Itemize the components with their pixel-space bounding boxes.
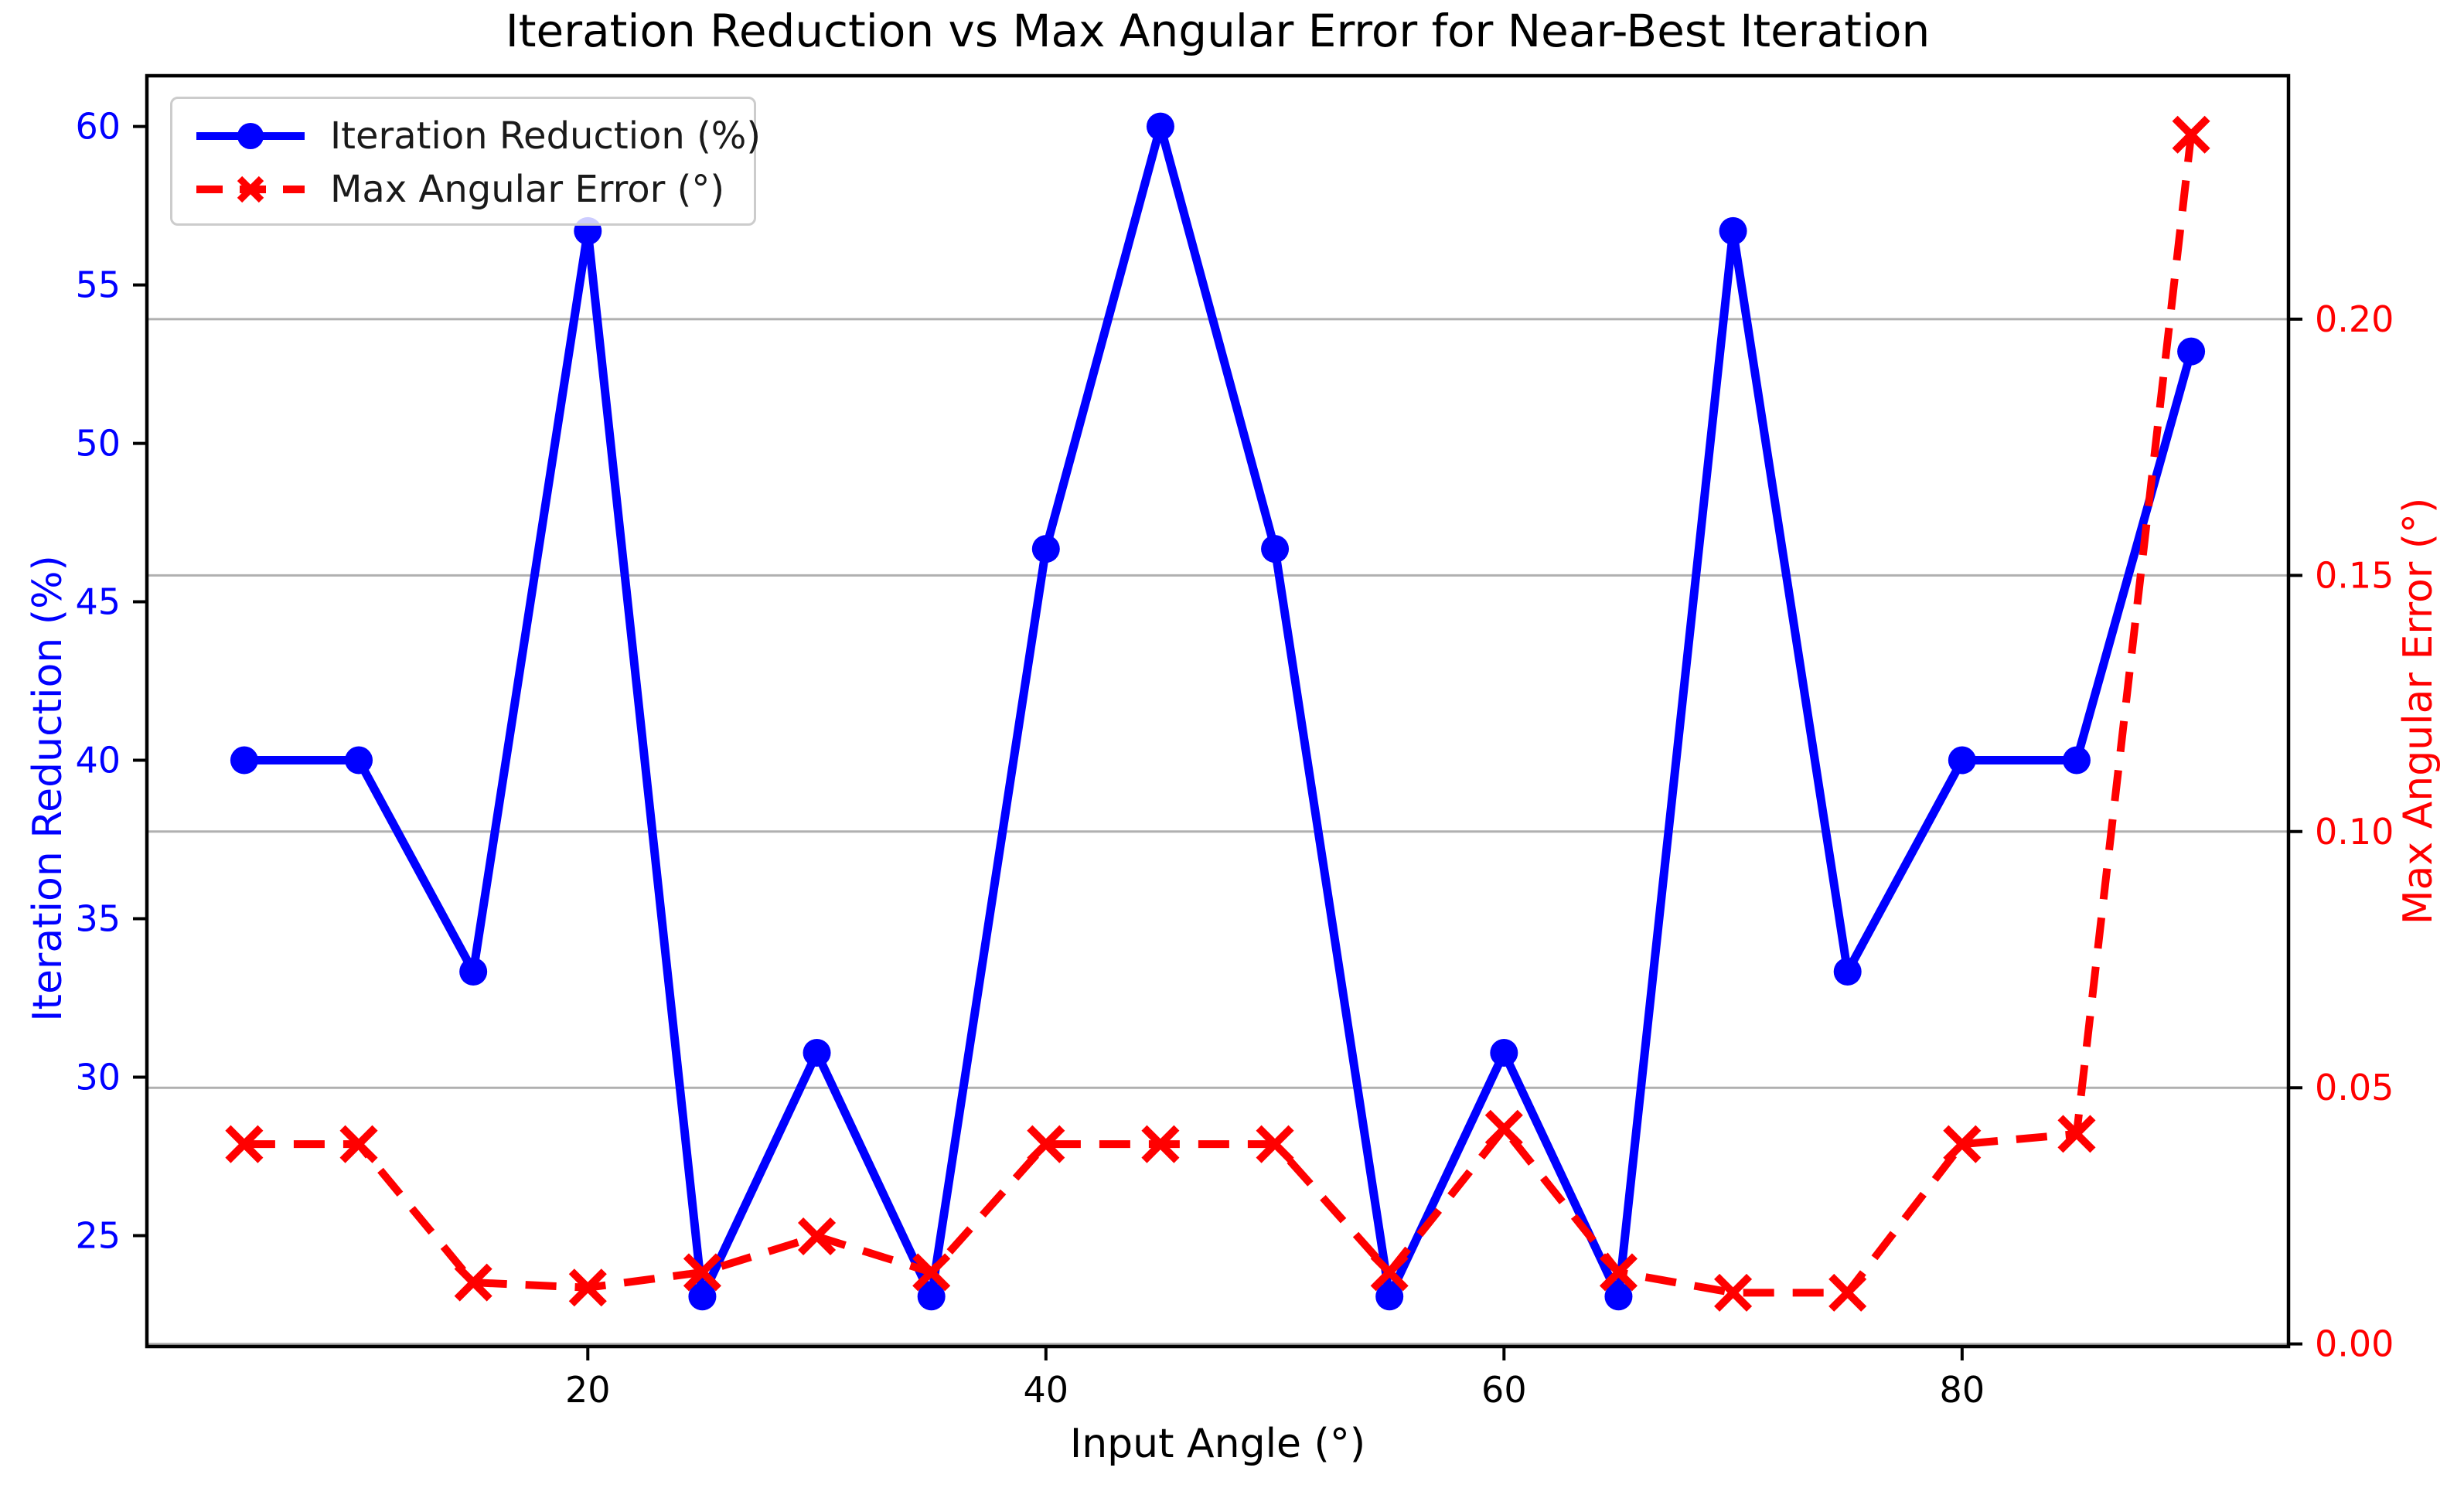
legend-sample-line-circle-icon bbox=[196, 123, 305, 150]
data-point-marker bbox=[2172, 115, 2210, 154]
data-point-marker bbox=[1604, 1282, 1633, 1311]
data-point-marker bbox=[230, 746, 258, 775]
left-tick-label: 30 bbox=[75, 1057, 121, 1098]
data-point-marker bbox=[1490, 1038, 1518, 1067]
legend-label: Max Angular Error (°) bbox=[330, 167, 725, 211]
x-axis-label: Input Angle (°) bbox=[1069, 1421, 1366, 1467]
legend: Iteration Reduction (%) Max Angular Erro… bbox=[170, 97, 761, 226]
x-tick-label: 40 bbox=[1024, 1369, 1069, 1411]
left-tick-label: 45 bbox=[75, 581, 121, 623]
data-point-marker bbox=[1833, 957, 1862, 986]
data-point-marker bbox=[454, 1263, 492, 1302]
data-point-marker bbox=[1027, 1125, 1065, 1163]
data-point-marker bbox=[1948, 746, 1976, 775]
x-tick-label: 80 bbox=[1940, 1369, 1985, 1411]
data-point-marker bbox=[1484, 1109, 1523, 1148]
data-point-marker bbox=[1714, 1273, 1753, 1312]
data-point-marker bbox=[2177, 337, 2206, 366]
legend-item-max-angular-error: Max Angular Error (°) bbox=[193, 163, 738, 216]
x-tick-label: 20 bbox=[565, 1369, 611, 1411]
data-point-marker bbox=[803, 1038, 831, 1067]
right-tick-label: 0.10 bbox=[2315, 811, 2394, 853]
data-point-marker bbox=[1261, 535, 1290, 564]
legend-sample-dashed-x-icon bbox=[196, 175, 305, 203]
data-point-marker bbox=[1719, 216, 1747, 245]
data-point-marker bbox=[1370, 1253, 1409, 1292]
left-tick-label: 50 bbox=[75, 423, 121, 465]
left-tick-label: 35 bbox=[75, 898, 121, 940]
data-point-marker bbox=[1828, 1273, 1867, 1312]
data-point-marker bbox=[1256, 1125, 1294, 1163]
data-point-marker bbox=[1141, 1125, 1180, 1163]
right-tick-label: 0.15 bbox=[2315, 554, 2394, 596]
data-point-marker bbox=[917, 1282, 946, 1311]
data-point-marker bbox=[345, 746, 373, 775]
y-axis-label-right: Max Angular Error (°) bbox=[2395, 497, 2442, 925]
data-point-marker bbox=[225, 1125, 264, 1163]
axes-spines bbox=[145, 73, 2291, 1349]
right-tick-label: 0.05 bbox=[2315, 1067, 2394, 1108]
data-point-marker bbox=[1375, 1282, 1404, 1311]
legend-label: Iteration Reduction (%) bbox=[330, 114, 762, 158]
left-tick-label: 25 bbox=[75, 1215, 121, 1257]
x-tick-label: 60 bbox=[1481, 1369, 1527, 1411]
data-point-marker bbox=[688, 1282, 717, 1311]
data-point-marker bbox=[459, 957, 488, 986]
y-axis-label-left: Iteration Reduction (%) bbox=[25, 555, 71, 1022]
left-tick-label: 60 bbox=[75, 106, 121, 148]
chart-title: Iteration Reduction vs Max Angular Error… bbox=[505, 5, 1931, 57]
right-tick-label: 0.20 bbox=[2315, 298, 2394, 340]
data-point-marker bbox=[798, 1217, 837, 1256]
data-point-marker bbox=[339, 1125, 378, 1163]
data-point-marker bbox=[1943, 1125, 1982, 1163]
data-point-marker bbox=[1031, 535, 1060, 564]
right-tick-label: 0.00 bbox=[2315, 1323, 2394, 1365]
data-point-marker bbox=[2062, 746, 2091, 775]
data-point-marker bbox=[568, 1268, 607, 1307]
left-tick-label: 40 bbox=[75, 740, 121, 781]
data-point-marker bbox=[1146, 112, 1174, 141]
data-point-marker bbox=[2057, 1115, 2096, 1153]
series-line-max-angular-error bbox=[244, 134, 2196, 1297]
data-point-marker bbox=[1599, 1253, 1638, 1292]
legend-item-iteration-reduction: Iteration Reduction (%) bbox=[193, 110, 761, 163]
left-tick-label: 55 bbox=[75, 264, 121, 306]
series-line-iteration-reduction bbox=[244, 122, 2196, 1301]
data-point-marker bbox=[683, 1253, 721, 1292]
data-point-marker bbox=[912, 1253, 951, 1292]
